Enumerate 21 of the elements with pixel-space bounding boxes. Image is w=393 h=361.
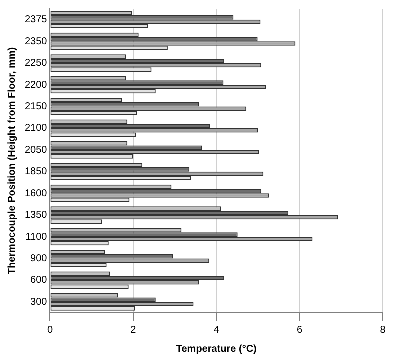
x-tick-label: 6: [297, 324, 304, 336]
y-tick-label: 2050: [24, 144, 48, 156]
y-tick-label: 2150: [24, 101, 48, 112]
y-tick-label: 600: [30, 275, 48, 286]
y-tick-label: 900: [30, 253, 48, 264]
y-tick-label: 1100: [26, 232, 48, 243]
y-axis-title: Thermocouple Position (Height from Floor, mm): [6, 47, 18, 275]
y-tick-label: 1350: [24, 210, 48, 222]
y-tick-label: 2350: [24, 36, 48, 48]
y-tick-label: 1600: [24, 188, 48, 200]
y-tick-label: 2200: [24, 80, 48, 91]
x-axis-title: Temperature (°C): [176, 344, 257, 355]
y-tick-label: 2100: [24, 123, 48, 134]
x-tick-label: 8: [380, 324, 386, 336]
y-tick-label: 2375: [24, 14, 48, 26]
y-tick-label: 300: [30, 296, 48, 308]
y-tick-label: 2250: [24, 58, 48, 70]
y-tick-label: 1850: [24, 166, 48, 178]
x-tick-label: 2: [130, 324, 137, 336]
x-tick-label: 4: [214, 324, 220, 336]
x-tick-label: 0: [47, 324, 54, 336]
